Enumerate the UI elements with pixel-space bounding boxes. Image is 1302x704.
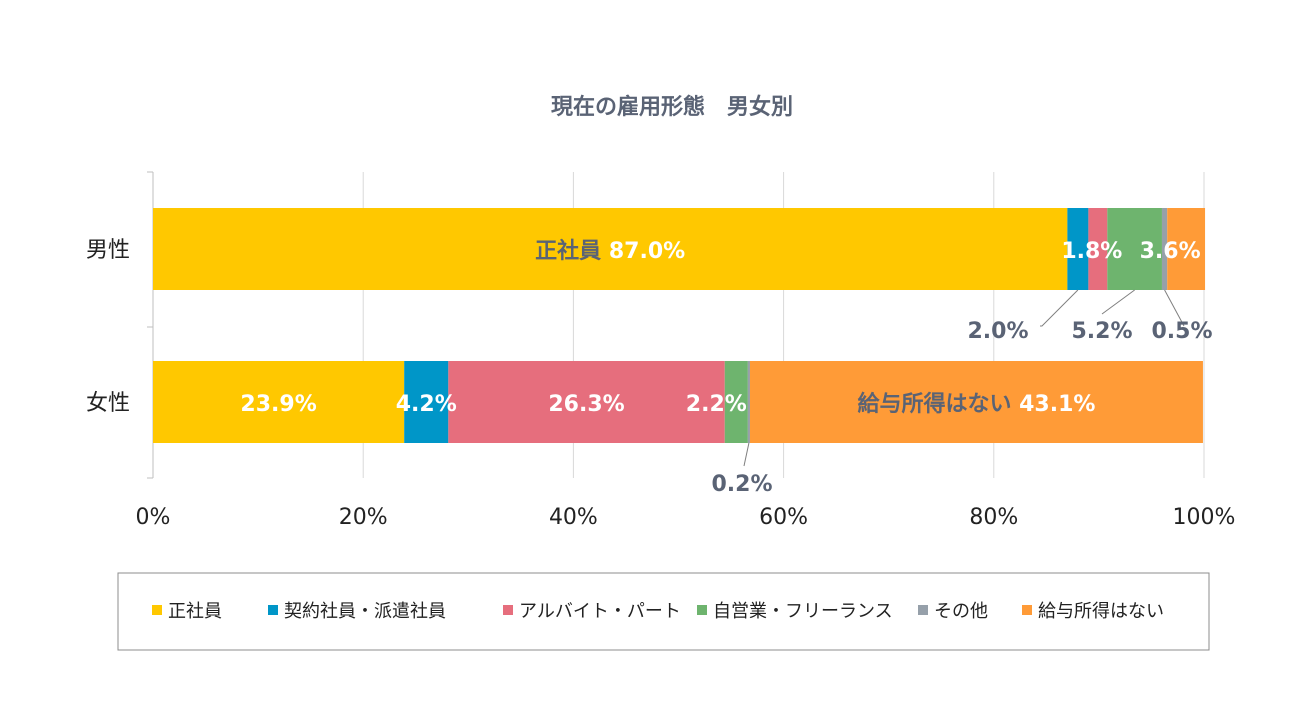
x-tick-label: 20% (339, 505, 388, 530)
legend-swatch (503, 605, 513, 615)
x-tick-label: 0% (136, 505, 171, 530)
category-label: 男性 (86, 238, 130, 263)
callout-leader-line (1164, 289, 1185, 327)
data-label: 23.9% (240, 392, 316, 417)
data-label: 給与所得はない 43.1% (857, 391, 1095, 417)
legend-swatch (697, 605, 707, 615)
data-label-callout: 5.2% (1071, 319, 1132, 344)
bar-segment (1107, 208, 1162, 290)
category-label: 女性 (86, 391, 130, 416)
bar-segment (404, 361, 449, 443)
x-tick-label: 40% (549, 505, 598, 530)
bar-segment (1161, 208, 1168, 290)
data-label-prefix: 給与所得はない (857, 391, 1019, 417)
x-tick-label: 100% (1173, 505, 1236, 530)
legend-swatch (268, 605, 278, 615)
data-label-prefix: 正社員 (535, 238, 609, 264)
data-label: 正社員 87.0% (535, 238, 685, 264)
bar-segment (1067, 208, 1089, 290)
bar-segment (724, 361, 748, 443)
data-label: 1.8% (1061, 239, 1122, 264)
data-label: 4.2% (396, 392, 457, 417)
data-label-callout: 2.0% (967, 319, 1028, 344)
bar-segment (749, 361, 1203, 443)
legend-swatch (918, 605, 928, 615)
legend-label: 自営業・フリーランス (713, 601, 893, 622)
callout-leader-line (743, 442, 750, 467)
x-tick-label: 60% (759, 505, 808, 530)
data-label-value: 43.1% (1019, 392, 1095, 417)
legend-label: 正社員 (168, 601, 222, 622)
data-label: 3.6% (1140, 239, 1201, 264)
data-label-callout: 0.2% (711, 472, 772, 497)
legend-label: 給与所得はない (1038, 601, 1164, 622)
legend-label: アルバイト・パート (519, 601, 681, 622)
data-label-callout: 0.5% (1151, 319, 1212, 344)
data-label-value: 87.0% (609, 239, 685, 264)
bar-segment (747, 361, 750, 443)
chart-title: 現在の雇用形態 男女別 (551, 94, 793, 120)
bar-segment (153, 361, 405, 443)
data-label: 2.2% (686, 392, 747, 417)
bar-segment (1088, 208, 1108, 290)
callout-leader-line (1040, 289, 1079, 327)
callout-leader-line (1101, 289, 1135, 315)
data-label: 26.3% (548, 392, 624, 417)
legend-label: 契約社員・派遣社員 (284, 601, 446, 622)
bar-segment (153, 208, 1068, 290)
bar-segment (448, 361, 725, 443)
legend-swatch (1022, 605, 1032, 615)
legend-label: その他 (934, 601, 988, 622)
bar-segment (1167, 208, 1206, 290)
legend-swatch (152, 605, 162, 615)
x-tick-label: 80% (969, 505, 1018, 530)
